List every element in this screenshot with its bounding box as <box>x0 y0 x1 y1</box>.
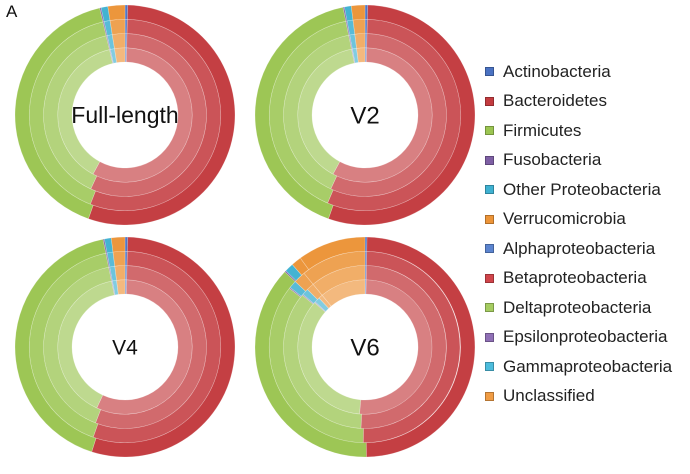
donut-slice <box>109 18 126 35</box>
donut-slice <box>57 280 115 409</box>
legend-swatch <box>485 67 494 77</box>
donut-title: V6 <box>350 334 379 361</box>
legend-swatch <box>485 155 494 165</box>
legend-label: Fusobacteria <box>503 150 602 170</box>
donut-slice <box>321 279 366 307</box>
donut-chart: Full-length <box>14 4 236 226</box>
donut-title: V4 <box>112 336 138 359</box>
donut-slice <box>114 47 126 63</box>
donut-chart: V4 <box>14 236 236 458</box>
donut-slice <box>114 265 126 281</box>
legend-swatch <box>485 391 494 401</box>
legend-label: Actinobacteria <box>503 61 611 81</box>
legend-label: Epsilonproteobacteria <box>503 327 668 347</box>
legend-swatch <box>485 362 494 372</box>
legend-item: Other Proteobacteria <box>485 175 672 205</box>
legend-swatch <box>485 126 494 136</box>
donut-slice <box>299 236 366 270</box>
donut-slice <box>354 33 366 49</box>
legend-swatch <box>485 273 494 283</box>
legend-label: Bacteroidetes <box>503 91 607 111</box>
legend-label: Firmicutes <box>503 120 582 140</box>
legend-item: Betaproteobacteria <box>485 264 672 294</box>
legend-item: Firmicutes <box>485 116 672 146</box>
donut-charts: Full-length V2 V4 V6 <box>14 4 476 458</box>
donut-slice <box>92 47 193 183</box>
donut-slice <box>350 4 366 21</box>
donut-slice <box>283 34 352 190</box>
donut-slice <box>91 236 236 458</box>
legend-swatch <box>485 303 494 313</box>
legend-item: Alphaproteobacteria <box>485 234 672 264</box>
donut-slice <box>112 250 126 267</box>
donut-slice <box>116 279 126 295</box>
donut-slice <box>110 236 126 253</box>
donut-slice <box>332 47 433 183</box>
donut-title: V2 <box>350 102 379 129</box>
legend-label: Verrucomicrobia <box>503 209 626 229</box>
legend-swatch <box>485 185 494 195</box>
legend-swatch <box>485 96 494 106</box>
donut-slice <box>352 18 366 35</box>
donut-slice <box>312 265 366 296</box>
donut-slice <box>14 238 107 453</box>
legend-item: Epsilonproteobacteria <box>485 323 672 353</box>
legend-item: Unclassified <box>485 382 672 412</box>
donut-slice <box>330 33 447 197</box>
donut-slice <box>365 236 476 458</box>
donut-slice <box>88 4 236 226</box>
legend-item: Fusobacteria <box>485 146 672 176</box>
legend-item: Actinobacteria <box>485 57 672 87</box>
panel-letter: A <box>6 2 18 21</box>
legend: Actinobacteria Bacteroidetes Firmicutes Fus… <box>485 57 672 411</box>
legend-label: Unclassified <box>503 386 595 406</box>
legend-label: Deltaproteobacteria <box>503 297 652 317</box>
donut-chart: V2 <box>254 4 476 226</box>
legend-item: Deltaproteobacteria <box>485 293 672 323</box>
legend-item: Gammaproteobacteria <box>485 352 672 382</box>
donut-slice <box>297 48 355 175</box>
legend-label: Betaproteobacteria <box>503 268 647 288</box>
legend-item: Verrucomicrobia <box>485 205 672 235</box>
legend-item: Bacteroidetes <box>485 87 672 117</box>
donut-slice <box>360 265 447 429</box>
donut-slice <box>327 18 461 212</box>
donut-slice <box>107 4 126 21</box>
donut-chart: V6 <box>254 236 476 458</box>
donut-slice <box>303 250 366 285</box>
legend-swatch <box>485 244 494 254</box>
legend-swatch <box>485 332 494 342</box>
donut-slice <box>328 4 476 226</box>
donut-slice <box>92 250 222 444</box>
legend-label: Gammaproteobacteria <box>503 356 673 376</box>
legend-label: Other Proteobacteria <box>503 179 661 199</box>
donut-title: Full-length <box>71 102 178 128</box>
legend-label: Alphaproteobacteria <box>503 238 656 258</box>
legend-swatch <box>485 214 494 224</box>
donut-slice <box>356 47 366 63</box>
donut-slice <box>111 33 126 49</box>
